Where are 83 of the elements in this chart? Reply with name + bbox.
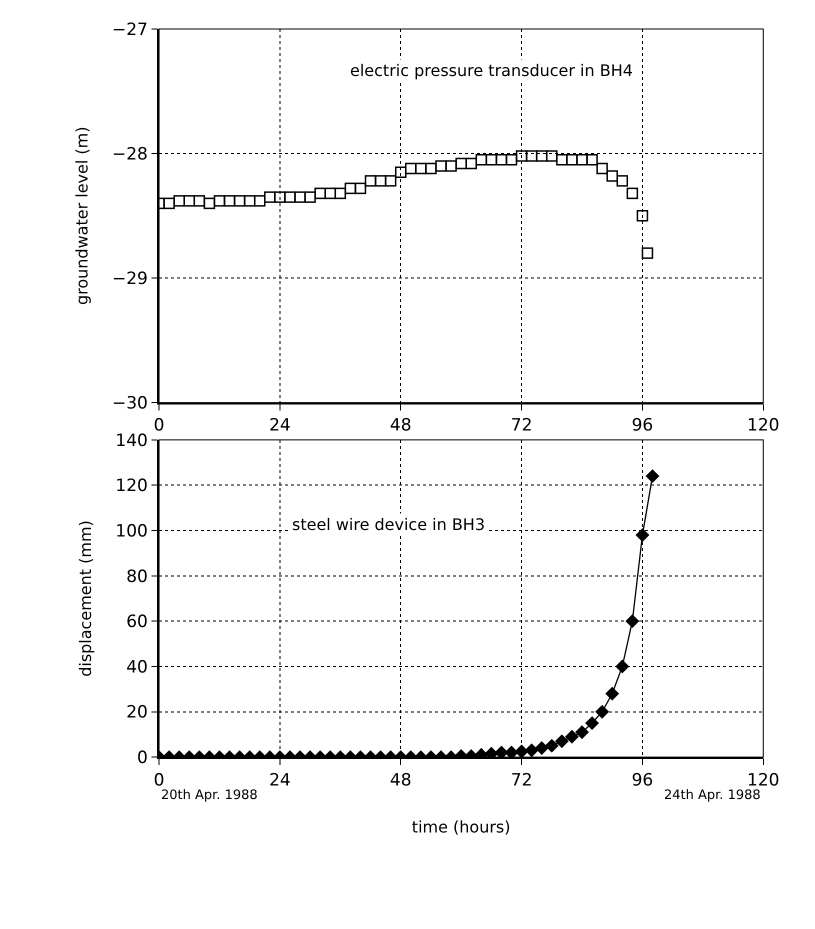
point bbox=[394, 166, 406, 178]
x-tick-label: 48 bbox=[390, 416, 412, 436]
point bbox=[324, 188, 336, 200]
y-tick-label: −30 bbox=[112, 394, 148, 414]
y-tick-label: 0 bbox=[137, 748, 148, 768]
y-tick-label: −29 bbox=[112, 269, 148, 290]
x-tick-label: 72 bbox=[510, 416, 532, 436]
point bbox=[636, 210, 648, 222]
y-tick-label: −28 bbox=[112, 144, 148, 164]
x-tick-label: 24 bbox=[269, 416, 291, 436]
point bbox=[496, 154, 508, 166]
y-tick-label: 60 bbox=[126, 612, 148, 632]
point bbox=[244, 195, 256, 207]
point bbox=[415, 162, 427, 174]
y-tick-label: 80 bbox=[126, 566, 148, 587]
x-tick-label: 120 bbox=[747, 770, 780, 790]
point bbox=[173, 195, 185, 207]
point bbox=[374, 175, 386, 187]
x-tick-label: 120 bbox=[747, 416, 780, 436]
x-tick-label: 48 bbox=[390, 770, 412, 790]
point bbox=[556, 154, 568, 166]
point bbox=[224, 195, 236, 207]
point bbox=[274, 191, 286, 203]
point bbox=[214, 195, 226, 207]
point bbox=[486, 154, 498, 166]
point bbox=[596, 162, 608, 174]
point bbox=[344, 182, 356, 194]
y-tick-label: −27 bbox=[112, 20, 148, 40]
point bbox=[465, 158, 477, 170]
point bbox=[566, 154, 578, 166]
x-tick-label: 72 bbox=[510, 770, 532, 790]
point bbox=[516, 150, 528, 162]
point bbox=[476, 154, 488, 166]
annotation: electric pressure transducer in BH4 bbox=[350, 61, 633, 80]
point bbox=[183, 195, 195, 207]
point bbox=[445, 160, 457, 172]
x-tick-label: 0 bbox=[154, 770, 164, 790]
point bbox=[163, 198, 175, 210]
point bbox=[264, 191, 276, 203]
point bbox=[334, 188, 346, 200]
point bbox=[646, 470, 660, 483]
point bbox=[234, 195, 246, 207]
x-tick-label: 96 bbox=[632, 770, 654, 790]
point bbox=[536, 150, 548, 162]
y-tick-label: 40 bbox=[126, 657, 148, 678]
point bbox=[626, 188, 638, 200]
point bbox=[405, 162, 417, 174]
point bbox=[586, 154, 598, 166]
point bbox=[425, 162, 437, 174]
point bbox=[642, 247, 654, 259]
x-tick-label: 24 bbox=[269, 770, 291, 790]
point bbox=[364, 175, 376, 187]
point bbox=[254, 195, 266, 207]
point bbox=[304, 191, 316, 203]
y-tick-label: 140 bbox=[115, 430, 148, 451]
annotation: steel wire device in BH3 bbox=[292, 515, 486, 534]
point bbox=[636, 528, 650, 542]
y-tick-label: 120 bbox=[115, 476, 148, 496]
point bbox=[384, 175, 396, 187]
point bbox=[546, 150, 558, 162]
x-axis-title: time (hours) bbox=[412, 817, 511, 836]
point bbox=[354, 182, 366, 194]
point bbox=[576, 154, 588, 166]
x-tick-label: 96 bbox=[632, 416, 654, 436]
x-tick-label: 0 bbox=[154, 416, 164, 436]
point bbox=[294, 191, 306, 203]
point bbox=[194, 195, 206, 207]
y-axis-title: groundwater level (m) bbox=[72, 126, 92, 306]
y-tick-label: 20 bbox=[126, 702, 148, 723]
text: 24th Apr. 1988 bbox=[664, 788, 761, 803]
point bbox=[626, 614, 639, 628]
text: 20th Apr. 1988 bbox=[161, 788, 258, 803]
point bbox=[435, 160, 447, 172]
point bbox=[284, 191, 296, 203]
point bbox=[506, 154, 518, 166]
point bbox=[455, 158, 467, 170]
y-tick-label: 100 bbox=[115, 521, 148, 542]
point bbox=[526, 150, 538, 162]
point bbox=[616, 175, 628, 187]
point bbox=[314, 188, 326, 200]
point bbox=[204, 198, 216, 210]
point bbox=[606, 170, 618, 182]
y-axis-title: displacement (mm) bbox=[76, 520, 95, 677]
